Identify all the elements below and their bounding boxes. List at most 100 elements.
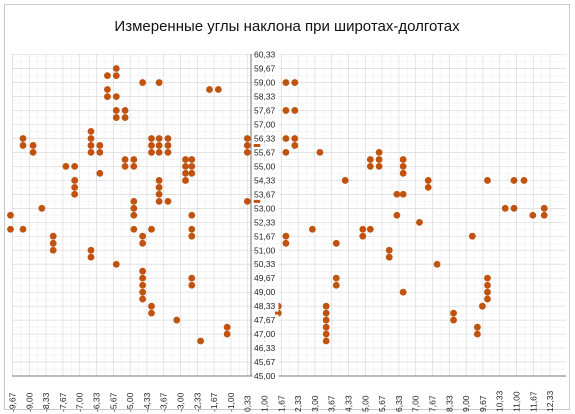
y-tick-label: 60,33 xyxy=(254,50,276,60)
x-tick-label: -9,00 xyxy=(24,392,34,412)
y-tick-label: 59,00 xyxy=(254,78,276,88)
data-point xyxy=(188,274,196,282)
data-point xyxy=(282,107,290,114)
y-tick-label: 53,67 xyxy=(254,189,276,199)
x-tick-label: -2,33 xyxy=(192,392,202,412)
x-tick-label: 10,33 xyxy=(495,390,505,412)
data-point xyxy=(155,79,163,86)
x-tick-label: 0,33 xyxy=(243,395,253,412)
data-point xyxy=(366,156,374,163)
data-point xyxy=(399,169,407,177)
data-point xyxy=(112,65,120,72)
data-point xyxy=(139,239,147,247)
data-point xyxy=(164,135,172,142)
x-tick-label: -9,67 xyxy=(8,392,18,412)
data-point xyxy=(49,246,57,254)
data-point xyxy=(188,169,196,177)
data-point xyxy=(148,148,155,156)
data-point xyxy=(71,177,79,184)
y-tick-label: 50,33 xyxy=(254,259,276,269)
data-point xyxy=(130,156,138,163)
data-point xyxy=(206,86,213,93)
data-point xyxy=(393,211,401,219)
data-point xyxy=(332,274,340,282)
x-tick-label: 5,00 xyxy=(360,395,370,412)
data-point xyxy=(155,142,163,149)
data-point xyxy=(71,163,79,170)
x-tick-label: -3,00 xyxy=(176,392,186,412)
data-point xyxy=(223,323,231,331)
data-point xyxy=(87,253,95,261)
x-tick-label: -7,67 xyxy=(58,392,68,412)
data-point xyxy=(104,93,111,101)
y-tick-label-bg xyxy=(252,174,279,186)
x-tick-label: -5,67 xyxy=(108,392,118,412)
data-point xyxy=(139,232,147,240)
x-tick-label: 1,67 xyxy=(276,395,286,412)
y-tick-label: 49,67 xyxy=(254,273,276,283)
y-tick-label: 51,00 xyxy=(254,245,276,255)
data-point xyxy=(139,274,147,282)
data-point xyxy=(87,142,95,149)
data-point xyxy=(87,148,95,156)
x-tick-label: 8,33 xyxy=(444,395,454,412)
data-point xyxy=(87,128,95,135)
x-tick-label: 11,00 xyxy=(512,391,522,412)
data-point xyxy=(130,211,138,219)
data-point xyxy=(375,163,383,170)
x-tick-labels: -9,67 -9,00 -8,33 -7,67 -7,00 -6,33 -5,67 -5,00… xyxy=(8,390,556,412)
data-point xyxy=(520,177,528,184)
data-point xyxy=(49,232,57,240)
y-tick-label-bg xyxy=(252,216,279,228)
data-point xyxy=(121,107,129,114)
x-tick-label: -6,33 xyxy=(92,392,102,412)
chart-title: Измеренные углы наклона при широтах-долг… xyxy=(114,18,460,35)
data-point xyxy=(130,198,138,205)
data-point xyxy=(38,204,46,212)
y-tick-label: 52,33 xyxy=(254,217,276,227)
data-point xyxy=(322,316,330,324)
data-point xyxy=(112,260,120,268)
data-point xyxy=(155,135,163,142)
y-tick-label-bg xyxy=(252,258,279,270)
data-point xyxy=(148,302,155,310)
y-tick-label-bg xyxy=(252,133,279,145)
data-point xyxy=(139,288,147,296)
data-point xyxy=(148,142,155,149)
data-point xyxy=(375,156,383,163)
data-point xyxy=(214,86,222,93)
data-points xyxy=(7,65,548,345)
data-point xyxy=(473,330,481,338)
data-point xyxy=(7,211,14,219)
data-point xyxy=(188,211,196,219)
data-point xyxy=(243,198,251,205)
data-point xyxy=(399,288,407,296)
data-point xyxy=(484,295,491,303)
y-tick-label-bg xyxy=(252,328,279,340)
data-point xyxy=(385,246,393,254)
data-point xyxy=(188,156,196,163)
data-point xyxy=(341,177,349,184)
data-point xyxy=(450,309,457,317)
y-tick-label: 45,67 xyxy=(254,357,276,367)
x-tick-label: 3,67 xyxy=(327,395,337,412)
y-tick-label: 47,67 xyxy=(254,315,276,325)
data-point xyxy=(139,281,147,289)
y-tick-label-bg xyxy=(252,356,279,368)
y-tick-label-bg xyxy=(252,230,279,242)
data-point xyxy=(139,267,147,275)
data-point xyxy=(139,295,147,303)
y-tick-label: 57,00 xyxy=(254,120,276,130)
data-point xyxy=(188,163,196,170)
data-point xyxy=(282,79,290,86)
y-tick-label: 57,67 xyxy=(254,106,276,116)
x-tick-label: -7,00 xyxy=(75,392,85,412)
y-tick-label-bg xyxy=(252,370,279,382)
data-point xyxy=(112,114,120,121)
data-point xyxy=(112,93,120,101)
data-point xyxy=(139,79,147,86)
data-point xyxy=(121,114,129,121)
y-tick-label-bg xyxy=(252,202,279,214)
data-point xyxy=(424,183,432,191)
x-tick-label: 9,00 xyxy=(461,395,471,412)
